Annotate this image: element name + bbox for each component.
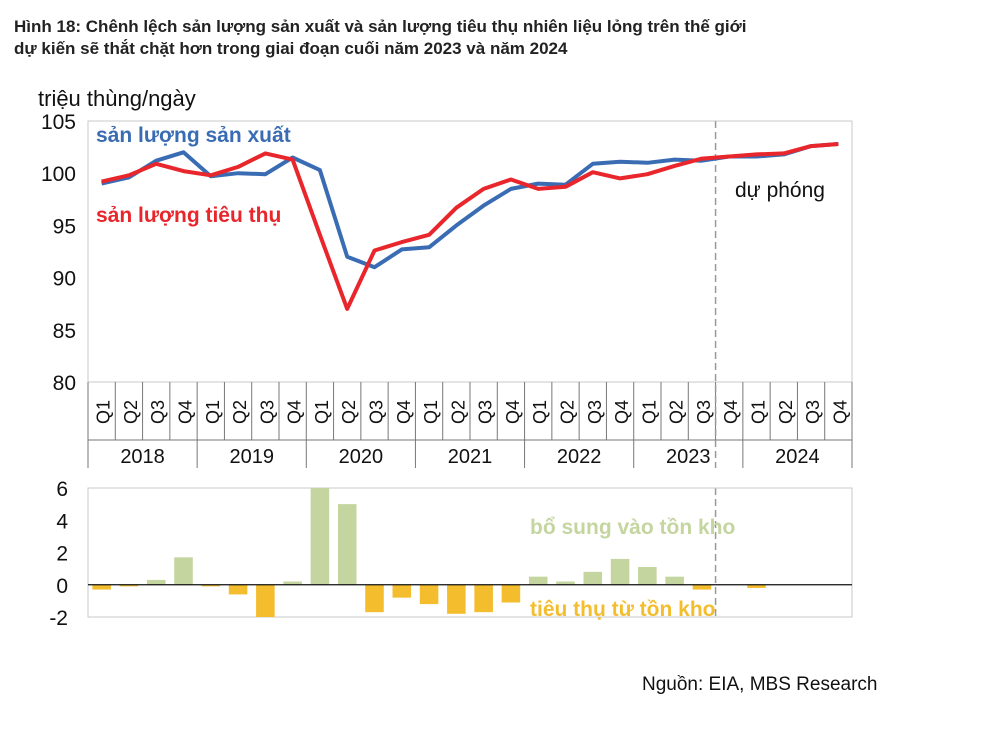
quarter-label: Q3	[367, 400, 387, 424]
series-label-production: sản lượng sản xuất	[96, 124, 291, 147]
year-label: 2023	[666, 446, 711, 468]
inventory-bar	[638, 567, 657, 585]
quarter-label: Q1	[639, 400, 659, 424]
y-tick-label: 95	[53, 215, 76, 238]
quarter-label: Q1	[421, 400, 441, 424]
y-tick-label: 85	[53, 320, 76, 343]
quarter-label: Q2	[121, 400, 141, 424]
inventory-bar	[610, 558, 630, 585]
inventory-bar	[146, 579, 166, 585]
year-label: 2021	[448, 446, 493, 468]
quarter-label: Q3	[476, 400, 496, 424]
quarter-label: Q1	[749, 400, 769, 424]
quarter-label: Q2	[448, 400, 468, 424]
inventory-bar	[692, 584, 712, 590]
quarter-label: Q3	[148, 400, 168, 424]
quarter-label: Q4	[830, 400, 850, 424]
title-line-2: dự kiến sẽ thắt chặt hơn trong giai đoạn…	[14, 39, 568, 58]
inventory-bar	[474, 584, 493, 613]
quarter-label: Q1	[94, 400, 114, 424]
inventory-bar	[228, 584, 248, 595]
inventory-bar	[447, 584, 466, 614]
inventory-bar	[337, 504, 357, 585]
quarter-label: Q2	[776, 400, 796, 424]
quarter-label: Q4	[721, 400, 741, 424]
quarter-label: Q2	[230, 400, 250, 424]
bar-y-tick-label: 2	[56, 543, 68, 566]
inventory-bar	[665, 576, 684, 585]
quarter-label: Q4	[503, 400, 523, 424]
quarter-label: Q2	[667, 400, 687, 424]
quarter-label: Q4	[176, 400, 196, 424]
line-plot-frame	[87, 120, 853, 383]
inventory-bar	[556, 581, 575, 585]
source-note: Nguồn: EIA, MBS Research	[642, 674, 878, 695]
quarter-label: Q4	[612, 400, 632, 424]
y-tick-label: 80	[53, 372, 76, 395]
inventory-bar	[283, 581, 302, 585]
inventory-bar	[365, 584, 384, 613]
y-axis-label: triệu thùng/ngày	[38, 86, 196, 111]
inventory-bar	[528, 576, 548, 585]
forecast-label: dự phóng	[735, 179, 825, 202]
quarter-label: Q1	[203, 400, 223, 424]
quarter-label: Q1	[530, 400, 550, 424]
inventory-bar	[310, 488, 330, 585]
inventory-bar	[256, 584, 275, 617]
bar-y-tick-label: 0	[56, 575, 68, 598]
quarter-label: Q3	[257, 400, 277, 424]
year-label: 2022	[557, 446, 602, 468]
bar-y-tick-label: -2	[49, 607, 68, 630]
quarter-label: Q4	[394, 400, 414, 424]
series-line-consumption	[101, 142, 839, 311]
inventory-bar	[583, 571, 603, 585]
quarter-label: Q1	[312, 400, 332, 424]
label-draw-from-inventory: tiêu thụ từ tồn kho	[530, 598, 716, 621]
chart-title: Hình 18: Chênh lệch sản lượng sản xuất v…	[14, 16, 974, 60]
year-label: 2020	[339, 446, 384, 468]
quarter-label: Q2	[339, 400, 359, 424]
quarter-label: Q3	[694, 400, 714, 424]
inventory-bar	[747, 584, 766, 588]
y-tick-label: 100	[41, 163, 76, 186]
series-label-consumption: sản lượng tiêu thụ	[96, 204, 281, 227]
inventory-bar	[119, 584, 139, 587]
inventory-bar	[392, 584, 412, 598]
title-line-1: Hình 18: Chênh lệch sản lượng sản xuất v…	[14, 17, 747, 36]
inventory-bar	[201, 584, 221, 587]
inventory-bar	[92, 584, 111, 590]
y-tick-label: 90	[53, 268, 76, 291]
bar-y-tick-label: 6	[56, 478, 68, 501]
inventory-bar	[419, 584, 439, 605]
label-add-to-inventory: bổ sung vào tồn kho	[530, 516, 735, 539]
year-label: 2024	[775, 446, 820, 468]
inventory-bar	[501, 584, 521, 603]
bar-y-tick-label: 4	[56, 510, 68, 533]
year-label: 2019	[229, 446, 274, 468]
year-label: 2018	[120, 446, 165, 468]
quarter-label: Q2	[558, 400, 578, 424]
inventory-bar	[174, 557, 193, 585]
bar-plot-frame	[87, 487, 853, 618]
quarter-label: Q3	[585, 400, 605, 424]
quarter-label: Q4	[285, 400, 305, 424]
quarter-label: Q3	[803, 400, 823, 424]
y-tick-label: 105	[41, 111, 76, 134]
